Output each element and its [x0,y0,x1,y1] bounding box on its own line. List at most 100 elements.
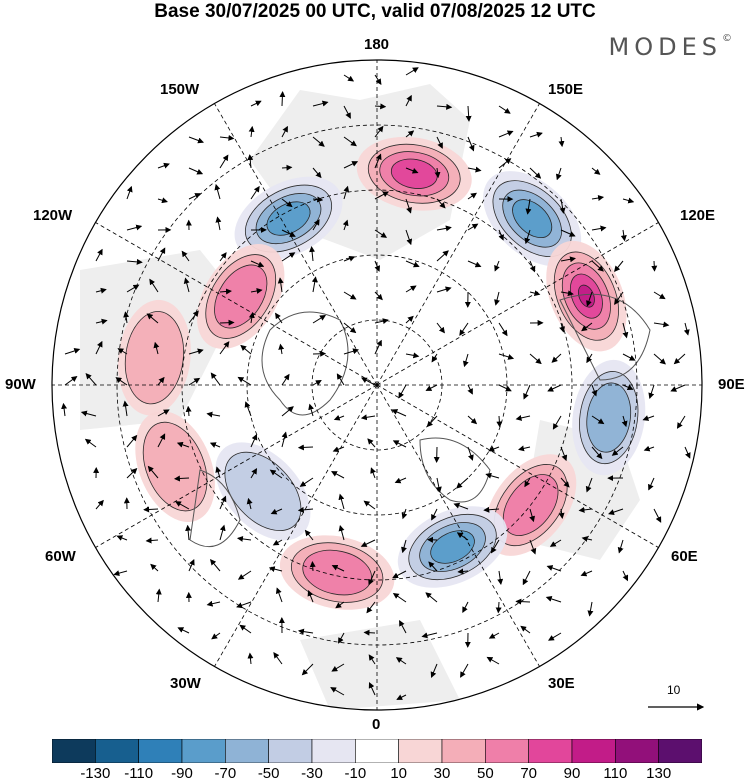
wind-vector [515,598,531,605]
wind-vector [560,229,576,237]
wind-vector [581,536,593,542]
wind-vector [338,524,345,541]
wind-vector [525,198,532,215]
wind-vector [95,340,103,355]
meridian-line [376,222,659,386]
colorbar-tick-label: 70 [520,765,537,782]
wind-vector [188,310,199,324]
wind-vector [312,136,325,147]
wind-vector [338,493,345,510]
wind-vector [143,506,159,513]
wind-vector [518,445,531,452]
wind-vector [558,508,565,519]
wind-vector [281,198,293,208]
wind-vector [392,440,407,448]
colorbar-swatch [268,739,313,763]
wind-vector [560,256,576,263]
wind-vector [368,570,376,586]
wind-vector [467,223,479,231]
wind-vector [467,384,473,395]
wind-vector [333,414,345,421]
wind-vector [281,229,296,237]
lon-label-30e: 30E [548,675,575,692]
wind-vector [219,319,235,326]
wind-vector [115,377,128,386]
wind-vector [361,377,376,386]
wind-vector [61,402,68,417]
wind-vector [185,405,192,417]
wind-vector [591,225,607,232]
wind-vector [281,164,293,171]
wind-vector [651,260,658,272]
wind-vector [558,136,565,148]
colorbar-tick-label: 50 [476,765,494,782]
wind-vector [648,477,655,491]
wind-vector [374,74,382,85]
wind-vector [277,277,284,293]
wind-vector [436,286,452,293]
wind-vector [181,250,190,262]
wind-vector [210,372,221,386]
wind-vector [548,632,562,641]
wind-vector [462,601,469,613]
wind-vector [157,376,165,386]
wind-vector [391,409,407,417]
wind-vector [368,654,376,665]
wind-vector [374,153,382,169]
wind-vector [467,446,474,461]
wind-vector [643,445,655,452]
wind-vector [560,290,574,297]
wind-vector [237,570,252,580]
wind-vector [436,136,443,149]
wind-vector [360,414,376,421]
wind-vector [173,475,190,482]
wind-vector [331,471,345,479]
wind-vector [113,570,128,577]
wind-vector [248,125,255,138]
wind-vector [498,384,512,392]
wind-vector [467,192,477,200]
lon-label-120e: 120E [680,207,716,224]
wind-vector [363,500,376,510]
wind-vector [529,131,543,138]
wind-vector [308,403,314,417]
latitude-circle [181,189,573,581]
wind-vector [312,219,320,231]
wind-vector [490,539,500,554]
wind-vector [149,278,159,293]
wind-vector [405,198,412,214]
lon-label-150e: 150E [548,81,584,98]
positive-anomaly-center [546,240,627,352]
wind-vector [301,663,314,676]
colorbar-tick-label: -130 [80,765,111,782]
colorbar-swatch [441,739,486,763]
wind-vector [239,624,252,634]
wind-vector [524,477,531,488]
wind-vector [269,469,283,479]
wind-vector [84,438,97,448]
wind-vector [405,352,420,359]
wind-vector [622,322,629,339]
wind-vector [250,288,263,294]
wind-vector [457,568,469,575]
wind-vector [622,384,634,390]
colorbar-swatch [225,739,269,763]
wind-vector [405,130,415,138]
colorbar-swatch [311,739,356,763]
wind-vector [395,657,407,665]
wind-vector [428,561,438,572]
wind-vector [653,508,662,523]
wind-vector [551,353,562,363]
colorbar-tick-label: 110 [603,765,628,782]
colorbar-tick-label: -70 [214,765,237,782]
wind-vector [483,506,500,513]
lon-label-120w: 120W [33,207,73,224]
wind-vector [545,596,562,603]
wind-vector [343,322,357,334]
wind-vector [425,592,438,603]
wind-vector [396,694,407,700]
wind-vector [591,446,603,460]
wind-vector [363,629,376,636]
colorbar-tick-label: 30 [433,765,451,782]
wind-vector [360,539,376,547]
